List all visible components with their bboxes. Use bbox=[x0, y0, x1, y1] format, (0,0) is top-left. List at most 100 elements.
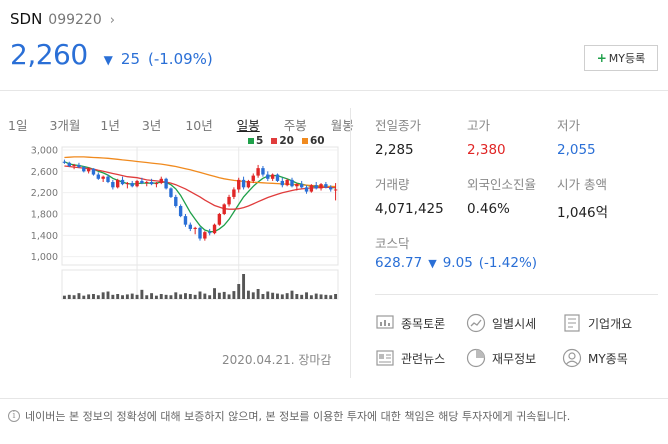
candle-body bbox=[174, 196, 178, 206]
candle-body bbox=[91, 168, 96, 175]
candle-body bbox=[275, 174, 280, 181]
volume-bar bbox=[164, 294, 168, 299]
volume-bar bbox=[314, 293, 318, 299]
candle-body bbox=[164, 178, 168, 189]
ma-line-20 bbox=[64, 165, 336, 210]
menu-daily-price[interactable]: 일별시세 bbox=[466, 313, 536, 333]
divider bbox=[0, 90, 668, 91]
tab-period-6[interactable]: 주봉 bbox=[283, 118, 307, 133]
candle-body bbox=[285, 179, 289, 186]
my-stock-icon bbox=[562, 348, 582, 368]
news-icon bbox=[376, 350, 394, 366]
period-tabs: 1일 3개월 1년 3년 10년 일봉 주봉 월봉 bbox=[8, 115, 354, 134]
stat-value: 1,046억 bbox=[557, 205, 609, 221]
candle-body bbox=[106, 176, 110, 182]
candle-body bbox=[96, 174, 101, 179]
candle-body bbox=[62, 161, 67, 163]
legend-swatch bbox=[301, 138, 308, 144]
disclaimer: i 네이버는 본 정보의 정확성에 대해 보증하지 않으며, 본 정보를 이용한… bbox=[8, 408, 570, 424]
volume-bar bbox=[140, 289, 144, 299]
candle-body bbox=[67, 162, 71, 166]
change-percent: (-1.09%) bbox=[148, 50, 213, 68]
stat-value: 0.46% bbox=[467, 201, 510, 217]
divider bbox=[375, 294, 658, 295]
volume-bar bbox=[222, 291, 226, 299]
volume-bar bbox=[276, 293, 279, 299]
candle-body bbox=[232, 189, 236, 197]
volume-bar bbox=[217, 292, 221, 299]
legend-item-ma5: 5 bbox=[248, 135, 263, 147]
volume-bar bbox=[145, 295, 149, 299]
volume-bar bbox=[329, 295, 333, 299]
menu-company-overview[interactable]: 기업개요 bbox=[562, 313, 632, 333]
volume-bar bbox=[271, 292, 275, 299]
candle-body bbox=[125, 183, 130, 185]
tab-period-4[interactable]: 10년 bbox=[185, 118, 213, 133]
stock-name[interactable]: SDN bbox=[10, 10, 43, 28]
menu-label: MY종목 bbox=[588, 351, 628, 366]
tab-period-1[interactable]: 3개월 bbox=[49, 118, 81, 133]
volume-bar bbox=[188, 294, 192, 299]
stat-prev-close: 전일종가 2,285 bbox=[375, 115, 421, 158]
candle-body bbox=[207, 232, 212, 234]
volume-bar bbox=[319, 294, 323, 299]
plus-icon: + bbox=[596, 51, 607, 65]
tab-period-0[interactable]: 1일 bbox=[8, 118, 28, 133]
candle-body bbox=[222, 204, 226, 214]
candle-body bbox=[140, 180, 144, 184]
price-plot-frame bbox=[61, 146, 339, 266]
menu-label: 기업개요 bbox=[588, 316, 633, 331]
candle-body bbox=[290, 179, 294, 187]
add-my-stock-button[interactable]: + MY등록 bbox=[584, 45, 658, 71]
volume-bar bbox=[125, 294, 129, 299]
volume-bar bbox=[305, 292, 308, 299]
volume-bar bbox=[208, 295, 212, 299]
menu-finance[interactable]: 재무정보 bbox=[466, 348, 536, 368]
candle-body bbox=[227, 196, 231, 205]
volume-bar bbox=[246, 290, 250, 299]
stat-foreign-ratio: 외국인소진율 0.46% bbox=[467, 174, 536, 217]
chevron-right-icon[interactable]: › bbox=[109, 13, 115, 28]
candle-body bbox=[280, 180, 285, 186]
candle-body bbox=[309, 185, 314, 192]
volume-bar bbox=[295, 294, 299, 299]
y-tick-label: 2,600 bbox=[31, 167, 58, 178]
volume-bar bbox=[309, 295, 313, 299]
my-button-label: MY등록 bbox=[608, 52, 646, 65]
candle-body bbox=[130, 183, 134, 187]
tab-period-7[interactable]: 월봉 bbox=[330, 118, 354, 133]
divider bbox=[0, 398, 668, 399]
candle-body bbox=[120, 179, 125, 185]
volume-bar bbox=[116, 294, 120, 299]
kosdaq-value: 628.77 bbox=[375, 255, 423, 271]
tab-period-5[interactable]: 일봉 bbox=[236, 118, 260, 133]
price-change: ▼ 25 (-1.09%) bbox=[104, 50, 213, 68]
stat-value: 2,055 bbox=[557, 142, 596, 158]
menu-my-stock[interactable]: MY종목 bbox=[562, 348, 628, 368]
menu-label: 재무정보 bbox=[492, 351, 537, 366]
menu-label: 관련뉴스 bbox=[401, 351, 446, 366]
volume-bar bbox=[121, 295, 124, 299]
legend-item-ma60: 60 bbox=[301, 135, 325, 147]
volume-bar bbox=[261, 294, 265, 299]
candle-body bbox=[159, 178, 163, 184]
legend-label: 20 bbox=[279, 135, 294, 147]
volume-bar bbox=[324, 294, 328, 299]
y-tick-label: 1,800 bbox=[31, 210, 58, 221]
candle-body bbox=[198, 227, 202, 239]
tab-period-3[interactable]: 3년 bbox=[141, 118, 162, 133]
candle-body bbox=[329, 187, 333, 190]
stock-title[interactable]: SDN 099220 › bbox=[10, 10, 115, 28]
volume-bar bbox=[106, 291, 110, 299]
volume-bar bbox=[256, 289, 260, 299]
menu-news[interactable]: 관련뉴스 bbox=[375, 348, 445, 368]
menu-discussion[interactable]: 종목토론 bbox=[375, 313, 445, 333]
stat-label: 외국인소진율 bbox=[467, 177, 537, 192]
down-arrow-icon: ▼ bbox=[103, 53, 113, 67]
volume-bar bbox=[92, 294, 95, 299]
candle-body bbox=[237, 179, 241, 190]
volume-bar bbox=[334, 294, 338, 299]
candle-body bbox=[115, 179, 120, 188]
tab-period-2[interactable]: 1년 bbox=[100, 118, 120, 133]
